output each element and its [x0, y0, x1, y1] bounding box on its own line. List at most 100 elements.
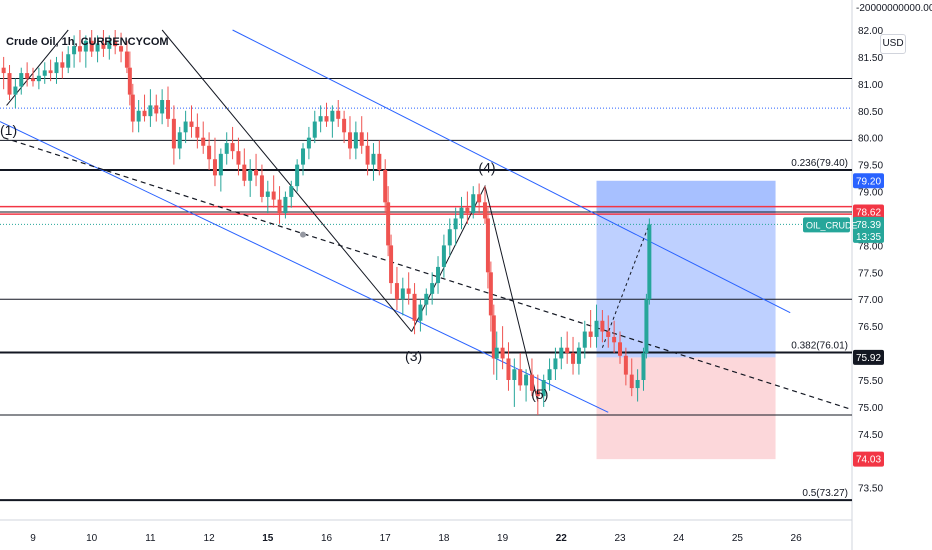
candle-body: [518, 369, 523, 386]
candle-body: [242, 164, 247, 181]
candle-body: [119, 46, 124, 52]
candle-body: [565, 347, 570, 354]
candle-body: [488, 272, 493, 316]
candle-body: [218, 153, 223, 176]
x-tick-label: 10: [86, 533, 98, 544]
candle-body: [347, 132, 352, 149]
x-tick-label: 15: [262, 533, 274, 544]
y-tick-label: 81.50: [858, 53, 883, 64]
candle-body: [576, 347, 581, 364]
candle-body: [1, 67, 6, 74]
candle-body: [265, 191, 270, 197]
candle-body: [318, 116, 323, 122]
y-tick-label: 80.50: [858, 107, 883, 118]
x-tick-label: 12: [204, 533, 216, 544]
candle-body: [500, 347, 505, 359]
candle-body: [201, 137, 206, 146]
candle-body: [127, 67, 132, 95]
currency-button[interactable]: USD: [880, 34, 906, 54]
candle-body: [66, 54, 71, 68]
candle-body: [389, 245, 394, 284]
candle-body: [406, 288, 411, 294]
candle-body: [107, 40, 112, 49]
y-tick-label: 81.00: [858, 80, 883, 91]
symbol-tag-bg: [803, 217, 850, 233]
price-label-text: 79.20: [856, 176, 881, 187]
x-tick-label: 22: [556, 533, 568, 544]
candle-body: [459, 207, 464, 219]
price-label-bg: [853, 349, 884, 365]
dashed-trendline: [3, 137, 853, 411]
wave-label: (1): [0, 122, 17, 138]
candle-body: [42, 70, 47, 76]
candle-body: [36, 75, 41, 82]
candle-body: [371, 153, 376, 165]
candle-body: [394, 283, 399, 300]
candle-body: [383, 170, 388, 203]
candle-body: [494, 347, 499, 359]
candle-body: [224, 143, 229, 154]
candle-body: [541, 380, 546, 397]
projection-line: [601, 223, 650, 348]
price-label-bg: [853, 204, 884, 220]
price-label-bg: [853, 216, 884, 243]
candle-body: [301, 148, 306, 165]
y-tick-label: 75.00: [858, 403, 883, 414]
wave-label: (5): [531, 386, 548, 402]
candle-body: [623, 355, 628, 375]
candle-body: [386, 202, 391, 246]
candle-body: [154, 105, 159, 114]
candle-body: [377, 153, 382, 170]
price-label-text: 78.62: [856, 208, 881, 219]
candle-body: [600, 320, 605, 332]
candle-body: [236, 151, 241, 165]
candle-body: [612, 336, 617, 343]
y-tick-label: 80.00: [858, 134, 883, 145]
candle-body: [424, 293, 429, 305]
candle-body: [324, 116, 329, 122]
candle-body: [336, 110, 341, 119]
y-tick-label: 82.00: [858, 26, 883, 37]
y-tick-label: 74.50: [858, 430, 883, 441]
candle-body: [189, 121, 194, 127]
candle-body: [113, 40, 118, 47]
candle-body: [289, 186, 294, 197]
stop-zone: [596, 357, 776, 460]
candle-body: [295, 164, 300, 187]
marker-dot: [300, 231, 307, 238]
target-zone: [596, 180, 776, 358]
x-tick-label: 9: [30, 533, 36, 544]
candle-body: [77, 46, 82, 52]
candle-body: [312, 121, 317, 138]
candle-body: [342, 118, 347, 133]
candle-body: [183, 121, 188, 133]
candle-body: [553, 358, 558, 370]
candle-body: [148, 105, 153, 117]
wave-line-1-3: [161, 29, 413, 332]
candle-body: [477, 194, 482, 203]
channel-upper-line: [232, 29, 791, 314]
target-zone-upper: [596, 180, 776, 214]
candle-body: [465, 207, 470, 214]
candle-body: [142, 110, 147, 117]
fib-label: 0.382(76.01): [791, 341, 848, 352]
candle-body: [629, 374, 634, 389]
candle-body: [588, 331, 593, 337]
x-tick-label: 25: [732, 533, 744, 544]
candle-body: [491, 315, 496, 359]
chart-title: Crude Oil, 1h, CURRENCYCOM: [6, 36, 169, 48]
candle-body: [83, 40, 88, 52]
candle-body: [212, 159, 217, 176]
candle-body: [160, 100, 165, 114]
candle-body: [447, 229, 452, 246]
candle-body: [166, 100, 171, 119]
x-tick-label: 26: [791, 533, 803, 544]
candle-body: [485, 218, 490, 273]
y-tick-label: 79.00: [858, 188, 883, 199]
candle-body: [594, 320, 599, 337]
candle-body: [635, 380, 640, 389]
y-tick-label: 73.50: [858, 484, 883, 495]
y-tick-label: 77.00: [858, 295, 883, 306]
candle-body: [54, 62, 59, 74]
